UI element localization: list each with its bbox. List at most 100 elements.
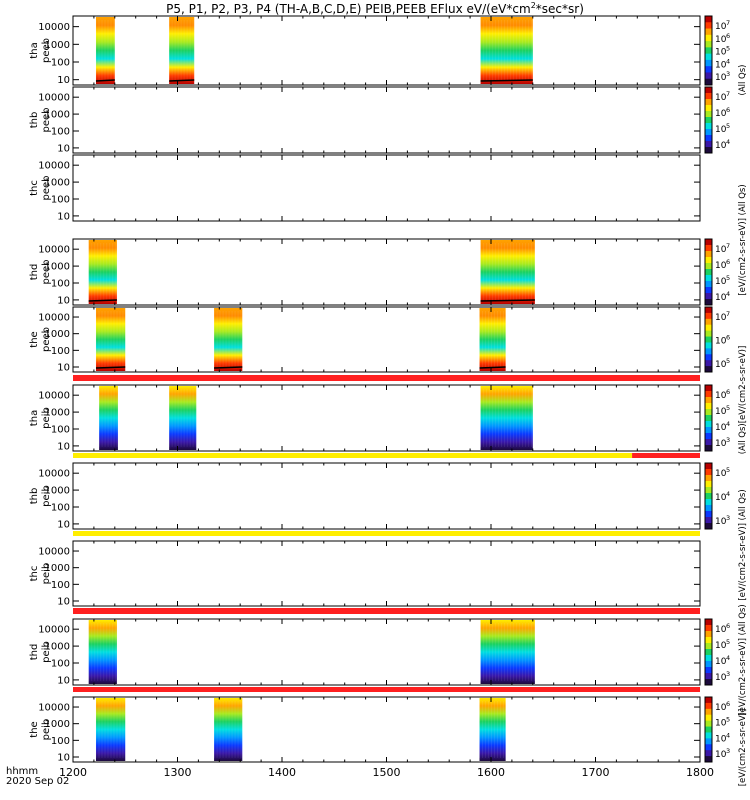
colorbar-segment (705, 324, 712, 332)
x-tick-label: 1200 (59, 766, 87, 779)
colorbar-tick-label: 10 (715, 493, 727, 503)
y-tick-label: 10000 (38, 22, 70, 33)
colorbar-tick-exponent: 4 (726, 138, 730, 146)
colorbar-segment (705, 366, 712, 373)
y-tick-label: 10000 (38, 469, 70, 480)
spectrogram-block (480, 240, 535, 304)
panel-frame (72, 306, 701, 373)
y-tick-label: 1000 (45, 40, 70, 51)
colorbar-segment (705, 511, 712, 518)
y-tick-label: 100 (51, 195, 70, 206)
colorbar-tick-exponent: 5 (726, 274, 730, 282)
colorbar-tick-exponent: 7 (726, 242, 730, 250)
colorbar-tick-exponent: 5 (726, 122, 730, 130)
status-bar-segment (73, 531, 700, 536)
colorbar-tick-label: 10 (715, 277, 727, 287)
colorbar-segment (705, 330, 712, 338)
colorbar-tick-exponent: 6 (726, 106, 730, 114)
colorbar-unit-label: [eV/(cm2-s-sr-eV)] (All Qs) (738, 604, 748, 715)
y-tick-label: 100 (51, 127, 70, 138)
colorbar-tick-label: 10 (715, 337, 727, 347)
colorbar-tick-exponent: 7 (726, 310, 730, 318)
colorbar-frame (704, 462, 713, 530)
potential-trace (95, 366, 126, 369)
y-tick-label: 1000 (45, 563, 70, 574)
x-tick-label: 1400 (268, 766, 296, 779)
colorbar-segment (705, 720, 712, 728)
panel-label-probe: the (29, 331, 40, 347)
colorbar-tick-label: 10 (715, 750, 727, 760)
colorbar-tick-label: 10 (715, 109, 727, 119)
colorbar-tick-label: 10 (715, 423, 727, 433)
colorbar-segment (705, 397, 712, 404)
colorbar-segment (705, 269, 712, 276)
colorbar-tick-exponent: 7 (726, 19, 730, 27)
colorbar-segment (705, 111, 712, 118)
panel-label-probe: thd (29, 264, 40, 281)
colorbar-tick-exponent: 6 (726, 622, 730, 630)
colorbar-segment (705, 257, 712, 264)
colorbar-tick-exponent: 5 (726, 45, 730, 53)
spectrogram-block (479, 698, 506, 761)
colorbar-segment (705, 336, 712, 343)
y-tick-label: 1000 (45, 110, 70, 121)
colorbar-segment (705, 129, 712, 136)
colorbar-segment (705, 714, 712, 722)
colorbar-segment (705, 348, 712, 355)
panel-label-product: peib (41, 641, 52, 663)
colorbar-tick-exponent: 5 (726, 357, 730, 365)
colorbar-segment (705, 41, 712, 48)
colorbar-tick-label: 10 (715, 407, 727, 417)
potential-trace (214, 366, 243, 369)
y-tick-label: 100 (51, 659, 70, 670)
colorbar-segment (705, 87, 712, 94)
colorbar-segment (705, 732, 712, 739)
colorbar-tick-label: 10 (715, 48, 727, 58)
panel-frame (72, 86, 701, 154)
colorbar-segment (705, 239, 712, 246)
y-tick-label: 10000 (38, 391, 70, 402)
panel-label-product: peeb (41, 260, 52, 285)
colorbar-segment (705, 22, 712, 30)
colorbar-segment (705, 47, 712, 55)
colorbar-tick-exponent: 7 (726, 90, 730, 98)
y-tick-label: 100 (51, 346, 70, 357)
y-tick-label: 10 (57, 75, 70, 86)
colorbar-segment (705, 275, 712, 282)
colorbar-segment (705, 360, 712, 367)
colorbar-segment (705, 439, 712, 446)
panel-frame (72, 618, 701, 686)
y-tick-label: 10 (57, 596, 70, 607)
spectrogram-block (479, 308, 506, 371)
colorbar-frame (704, 306, 713, 373)
colorbar-segment (705, 517, 712, 524)
colorbar-tick-label: 10 (715, 657, 727, 667)
panel-label-probe: thc (29, 566, 40, 582)
spectrogram-block (214, 308, 243, 371)
colorbar-tick-label: 10 (715, 703, 727, 713)
spectrogram-block (480, 620, 535, 684)
colorbar-segment (705, 481, 712, 488)
panel-frame (72, 384, 701, 452)
colorbar-segment (705, 78, 712, 86)
y-tick-label: 1000 (45, 262, 70, 273)
y-tick-label: 10 (57, 752, 70, 763)
panel-frame (72, 154, 701, 222)
colorbar-unit-label: [eV/(cm2-s-sr-eV)] (All Qs) (738, 489, 748, 600)
colorbar-segment (705, 487, 712, 494)
colorbar-tick-label: 10 (715, 360, 727, 370)
y-tick-label: 100 (51, 503, 70, 514)
status-bar-segment (73, 608, 700, 614)
colorbar-segment (705, 72, 712, 80)
panel-label-product: peeb (41, 327, 52, 352)
colorbar-segment (705, 649, 712, 656)
y-tick-label: 100 (51, 58, 70, 69)
potential-trace (480, 79, 533, 82)
colorbar-segment (705, 415, 712, 422)
colorbar-tick-exponent: 4 (726, 57, 730, 65)
colorbar-segment (705, 403, 712, 410)
colorbar-tick-exponent: 6 (726, 32, 730, 40)
colorbar-frame (704, 86, 713, 154)
colorbar-frame (704, 618, 713, 686)
y-tick-label: 10000 (38, 547, 70, 558)
